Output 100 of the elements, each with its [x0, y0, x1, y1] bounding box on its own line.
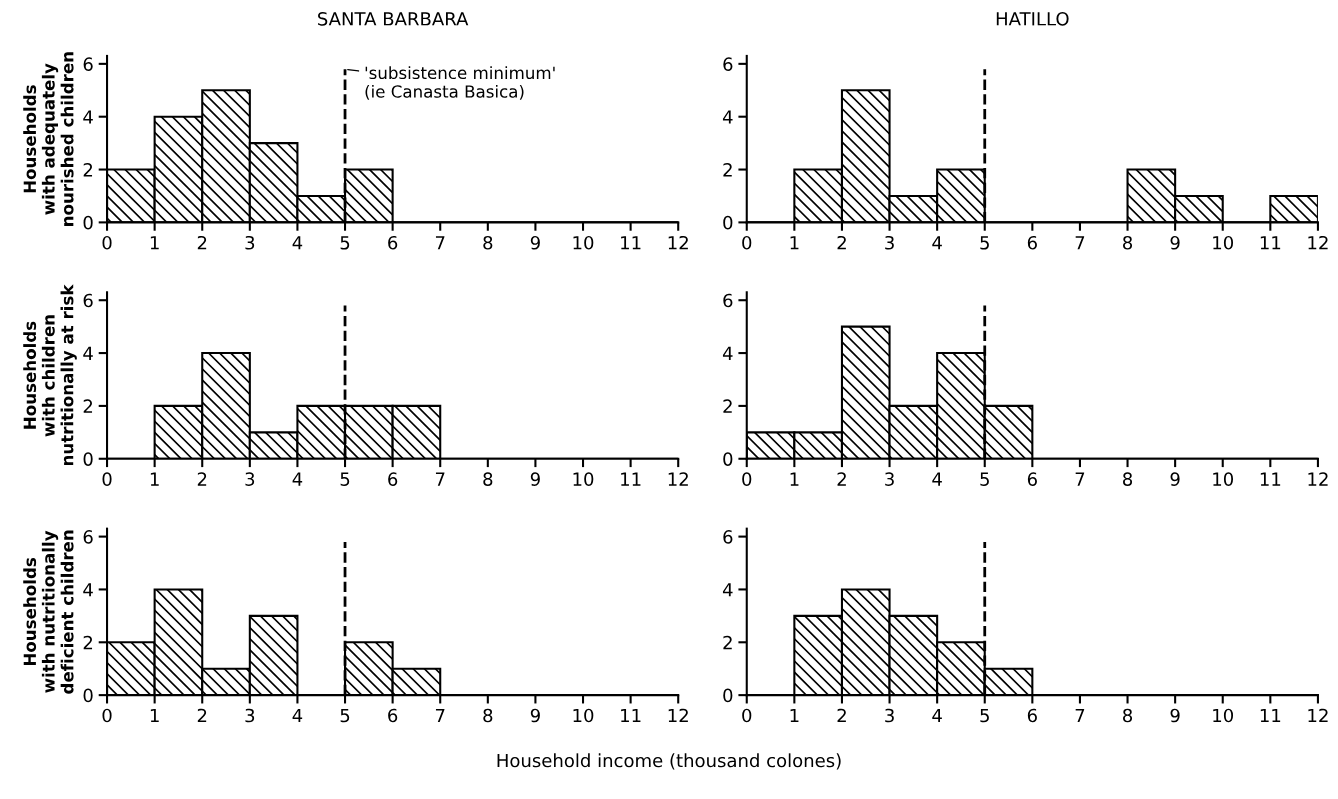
x-tick-label: 1	[150, 708, 159, 723]
x-tick-label: 10	[1213, 708, 1234, 723]
x-tick-label: 4	[932, 472, 942, 486]
x-tick-label: 5	[980, 236, 989, 250]
y-tick-label: 2	[83, 399, 93, 413]
x-tick-label: 0	[102, 235, 112, 250]
x-tick-label: 8	[483, 472, 493, 486]
x-tick-label: 7	[1075, 236, 1085, 250]
ref-line-label: 'subsistence minimum' (ie Canasta Basica)	[365, 66, 555, 100]
x-tick-label: 1	[790, 472, 799, 486]
y-tick-label: 0	[723, 452, 733, 466]
x-tick-label: 10	[1213, 235, 1234, 250]
x-tick-label: 12	[668, 235, 688, 250]
x-tick-label: 3	[885, 472, 894, 486]
x-tick-label: 11	[1260, 472, 1281, 486]
y-tick-label: 4	[722, 346, 733, 360]
x-tick-label: 4	[932, 708, 942, 723]
y-axis-title: Households with adequately nourished children	[23, 52, 74, 226]
x-tick-label: 9	[530, 235, 540, 250]
x-axis-title: Household income (thousand colones)	[497, 753, 841, 770]
x-tick-label: 10	[573, 472, 594, 486]
x-tick-label: 3	[885, 708, 894, 723]
x-tick-label: 8	[1123, 235, 1133, 250]
x-tick-label: 12	[1308, 472, 1328, 486]
x-tick-label: 6	[1027, 235, 1037, 250]
x-tick-label: 11	[621, 708, 641, 723]
y-axis-title: Households with children nutritionally at risk	[23, 284, 77, 466]
y-tick-label: 6	[723, 293, 733, 308]
x-tick-label: 7	[1075, 708, 1085, 723]
x-tick-label: 7	[1075, 472, 1085, 486]
x-tick-label: 8	[483, 708, 493, 723]
chart-title: SANTA BARBARA	[318, 11, 469, 26]
y-tick-label: 6	[723, 530, 733, 544]
x-tick-label: 3	[245, 235, 255, 250]
x-tick-label: 3	[885, 235, 894, 250]
x-tick-label: 2	[837, 708, 846, 723]
y-tick-label: 0	[723, 688, 733, 703]
x-tick-label: 0	[742, 708, 752, 723]
x-tick-label: 2	[197, 235, 207, 250]
x-tick-label: 9	[530, 472, 540, 486]
x-tick-label: 0	[102, 708, 112, 723]
x-tick-label: 11	[621, 472, 641, 486]
x-tick-label: 1	[150, 236, 159, 250]
x-tick-label: 2	[837, 472, 846, 486]
y-tick-label: 6	[83, 293, 93, 308]
x-tick-label: 1	[790, 708, 799, 723]
x-tick-label: 1	[150, 472, 159, 486]
x-tick-label: 5	[340, 472, 350, 486]
x-tick-label: 7	[435, 472, 445, 486]
x-tick-label: 7	[435, 708, 445, 723]
x-tick-label: 6	[388, 472, 398, 486]
y-tick-label: 4	[722, 110, 733, 124]
y-tick-label: 4	[83, 110, 93, 124]
y-tick-label: 4	[83, 583, 93, 597]
y-tick-label: 4	[722, 583, 733, 597]
x-tick-label: 4	[932, 236, 942, 250]
y-tick-label: 4	[83, 346, 93, 360]
y-tick-label: 6	[83, 530, 93, 544]
x-tick-label: 9	[530, 708, 540, 723]
x-tick-label: 12	[1308, 708, 1328, 723]
x-tick-label: 9	[1170, 708, 1180, 723]
x-tick-label: 5	[340, 236, 350, 250]
x-tick-label: 6	[388, 235, 398, 250]
x-tick-label: 6	[388, 708, 398, 723]
x-tick-label: 4	[292, 708, 303, 723]
x-tick-label: 9	[1170, 472, 1180, 486]
y-tick-label: 0	[83, 215, 93, 230]
x-tick-label: 10	[1213, 472, 1234, 486]
x-tick-label: 10	[573, 708, 594, 723]
y-tick-label: 6	[83, 57, 93, 71]
x-tick-label: 5	[980, 472, 989, 486]
y-tick-label: 2	[723, 163, 732, 177]
x-tick-label: 10	[573, 235, 594, 250]
x-tick-label: 0	[742, 235, 752, 250]
x-tick-label: 2	[197, 472, 207, 486]
y-axis-title: Households with nutritionally deficient children	[23, 530, 74, 694]
y-tick-label: 0	[83, 452, 93, 466]
x-tick-label: 8	[483, 235, 493, 250]
x-tick-label: 12	[668, 708, 688, 723]
x-tick-label: 11	[1260, 708, 1281, 723]
x-tick-label: 4	[292, 472, 303, 486]
x-tick-label: 0	[102, 472, 112, 486]
x-tick-label: 11	[1260, 236, 1281, 250]
x-tick-label: 5	[980, 708, 989, 723]
y-tick-label: 0	[83, 688, 93, 703]
y-tick-label: 6	[723, 57, 733, 71]
x-tick-label: 0	[742, 472, 752, 486]
x-tick-label: 6	[1027, 472, 1037, 486]
x-tick-label: 3	[245, 708, 255, 723]
y-tick-label: 2	[83, 163, 93, 177]
chart-title: HATILLO	[996, 11, 1069, 26]
x-tick-label: 8	[1123, 708, 1133, 723]
x-tick-label: 2	[197, 708, 207, 723]
y-tick-label: 2	[723, 399, 732, 413]
x-tick-label: 1	[790, 236, 799, 250]
y-tick-label: 0	[723, 215, 733, 230]
x-tick-label: 4	[292, 236, 303, 250]
x-tick-label: 7	[435, 236, 445, 250]
y-tick-label: 2	[83, 635, 93, 650]
x-tick-label: 12	[668, 472, 688, 486]
